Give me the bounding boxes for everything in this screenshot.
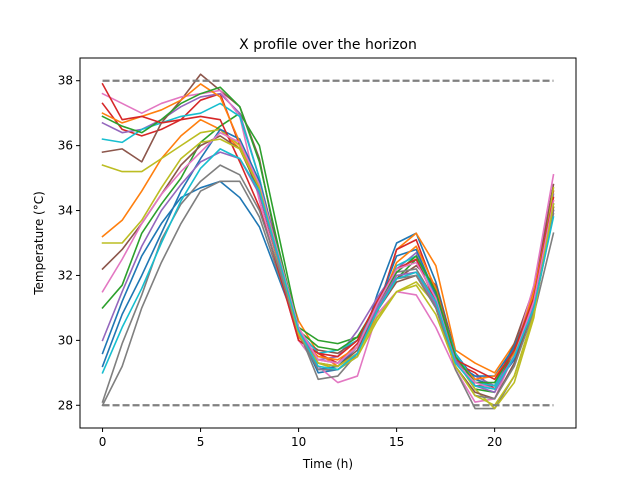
x-tick-label: 15 — [389, 435, 404, 449]
x-tick-label: 10 — [291, 435, 306, 449]
x-tick-label: 20 — [487, 435, 502, 449]
series-line-4 — [101, 92, 555, 390]
series-line-1 — [101, 180, 555, 387]
y-tick-label: 38 — [58, 74, 73, 88]
series-line-9 — [101, 128, 555, 410]
x-tick-label: 0 — [99, 435, 107, 449]
series-line-11 — [101, 128, 555, 377]
series-line-3 — [101, 112, 555, 394]
y-tick-label: 36 — [58, 139, 73, 153]
bounds-layer — [102, 79, 554, 407]
series-line-18 — [101, 164, 555, 404]
series-line-12 — [101, 83, 555, 381]
series-line-19 — [101, 138, 555, 407]
y-tick-label: 30 — [58, 333, 73, 347]
series-line-15 — [101, 151, 555, 394]
series-line-20 — [101, 148, 555, 390]
chart-title: X profile over the horizon — [239, 37, 417, 53]
x-axis: 0 5 10 15 20 — [99, 428, 502, 449]
series-layer — [101, 73, 555, 410]
series-line-14 — [101, 82, 555, 381]
y-axis: 28 30 32 34 36 38 — [58, 74, 80, 412]
y-tick-label: 32 — [58, 268, 73, 282]
x-axis-label: Time (h) — [302, 457, 353, 471]
y-axis-label: Temperature (°C) — [32, 191, 46, 296]
plot-frame — [79, 57, 577, 429]
series-line-17 — [101, 131, 555, 390]
series-line-8 — [101, 180, 555, 410]
series-line-7 — [101, 89, 555, 403]
x-tick-label: 5 — [197, 435, 205, 449]
series-line-13 — [101, 86, 555, 384]
y-tick-label: 28 — [58, 398, 73, 412]
series-line-2 — [101, 118, 555, 374]
y-tick-label: 34 — [58, 204, 73, 218]
